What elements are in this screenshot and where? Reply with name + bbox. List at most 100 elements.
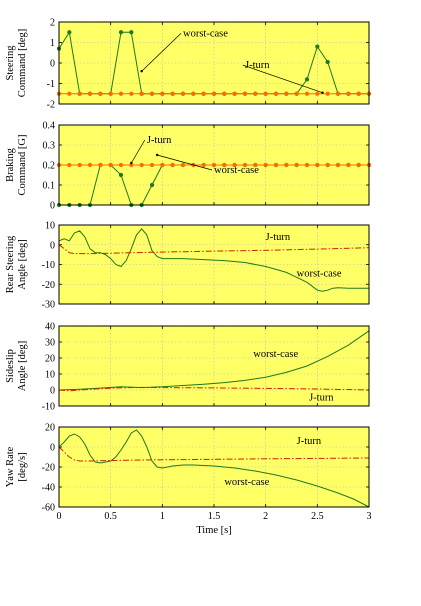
y-tick-label: -2 [47, 100, 55, 111]
data-point-j-turn [325, 91, 330, 96]
annotation-label: J-turn [309, 392, 334, 403]
data-point-worst-case [129, 30, 134, 35]
annotation-label: worst-case [214, 165, 259, 176]
data-point-j-turn [98, 162, 103, 168]
series-line-worst-case [58, 429, 370, 508]
data-point-j-turn [335, 162, 341, 168]
data-point-j-turn [222, 91, 227, 96]
y-axis-label: Angle [deg] [17, 341, 28, 391]
y-axis-label: Sideslip [5, 349, 16, 383]
y-tick-label: 10 [45, 370, 55, 381]
y-tick-label: 20 [45, 423, 55, 434]
data-point-j-turn [284, 91, 289, 96]
y-tick-label: -40 [42, 483, 55, 494]
y-tick-label: 0 [50, 443, 55, 454]
y-tick-label: -1 [47, 79, 55, 90]
data-point-j-turn [304, 162, 310, 168]
data-point-worst-case [325, 59, 330, 65]
data-point-worst-case [304, 77, 310, 82]
y-tick-label: 40 [45, 322, 55, 333]
plot-frame [58, 21, 370, 105]
y-tick-label: 0.2 [43, 161, 56, 172]
data-point-j-turn [232, 162, 237, 168]
data-point-j-turn [356, 162, 361, 168]
y-tick-label: 2 [50, 18, 55, 29]
x-tick-label: 0.5 [104, 511, 117, 522]
y-tick-label: 0.4 [43, 121, 56, 132]
y-tick-label: 30 [45, 338, 55, 349]
series-line-worst-case [58, 228, 369, 292]
data-point-j-turn [294, 91, 299, 96]
y-tick-label: 0.3 [43, 141, 56, 152]
y-axis-label: Steering [5, 45, 16, 81]
y-axis-label: Braking [5, 147, 16, 182]
annotation-leader-line [141, 33, 182, 72]
y-tick-label: -20 [42, 463, 55, 474]
data-point-j-turn [211, 162, 217, 168]
data-point-j-turn [170, 162, 175, 168]
y-tick-label: 0 [50, 386, 55, 397]
series-line-j-turn [58, 244, 370, 255]
y-axis-label: Angle [deg] [17, 239, 28, 289]
y-tick-label: 10 [45, 221, 55, 232]
series-line-worst-case [58, 330, 370, 391]
data-point-worst-case [118, 172, 124, 178]
y-axis-label: Rear Steering [5, 235, 16, 293]
data-point-j-turn [315, 91, 320, 96]
data-point-j-turn [129, 162, 134, 168]
annotation-arrow-tip [155, 153, 159, 157]
data-point-j-turn [263, 91, 268, 96]
data-point-j-turn [67, 91, 72, 96]
data-point-j-turn [304, 91, 310, 96]
annotation-leader-line [131, 139, 146, 164]
data-point-j-turn [273, 162, 279, 168]
series-line-j-turn [58, 446, 370, 462]
data-point-j-turn [129, 91, 134, 96]
y-axis-label: Command [G] [17, 135, 28, 196]
data-point-j-turn [108, 162, 113, 168]
x-axis-label: Time [s] [196, 525, 232, 536]
y-tick-label: -60 [42, 503, 55, 514]
data-point-j-turn [77, 162, 82, 168]
data-point-j-turn [284, 162, 289, 168]
y-axis-label: [deg/s] [17, 452, 28, 481]
data-point-j-turn [87, 91, 93, 96]
annotation-label: J-turn [245, 60, 270, 71]
data-point-j-turn [335, 91, 341, 96]
annotation-label: worst-case [224, 477, 269, 488]
data-point-worst-case [315, 44, 320, 49]
plot-frame [58, 224, 370, 305]
y-tick-label: -30 [42, 300, 55, 311]
series-line-j-turn [58, 386, 370, 392]
data-point-j-turn [180, 91, 186, 96]
y-tick-label: -10 [42, 402, 55, 413]
annotation-label: worst-case [183, 28, 228, 39]
data-point-j-turn [98, 91, 103, 96]
data-point-j-turn [87, 162, 93, 168]
data-point-j-turn [315, 162, 320, 168]
chart-panel-0: 2 1 0 -1 -2 Steering Command [deg] worst-case J-… [5, 18, 372, 111]
x-tick-label: 2.5 [311, 511, 324, 522]
data-point-j-turn [160, 162, 165, 168]
annotation-arrow-tip [321, 91, 324, 94]
y-axis-label: Yaw Rate [5, 446, 16, 487]
y-tick-label: 0.1 [43, 181, 56, 192]
data-point-j-turn [263, 162, 268, 168]
data-point-j-turn [118, 162, 124, 168]
data-point-j-turn [242, 91, 248, 96]
annotation-label: worst-case [253, 349, 298, 360]
data-point-j-turn [67, 162, 72, 168]
data-point-j-turn [149, 162, 155, 168]
data-point-j-turn [325, 162, 330, 168]
data-point-j-turn [108, 91, 113, 96]
data-point-j-turn [201, 162, 206, 168]
data-point-j-turn [118, 91, 124, 96]
data-point-worst-case [149, 182, 155, 188]
y-tick-label: -20 [42, 280, 55, 291]
y-tick-label: 20 [45, 354, 55, 365]
x-tick-label: 2 [263, 511, 268, 522]
plot-frame [58, 426, 370, 508]
data-point-j-turn [242, 162, 248, 168]
data-point-j-turn [170, 91, 175, 96]
